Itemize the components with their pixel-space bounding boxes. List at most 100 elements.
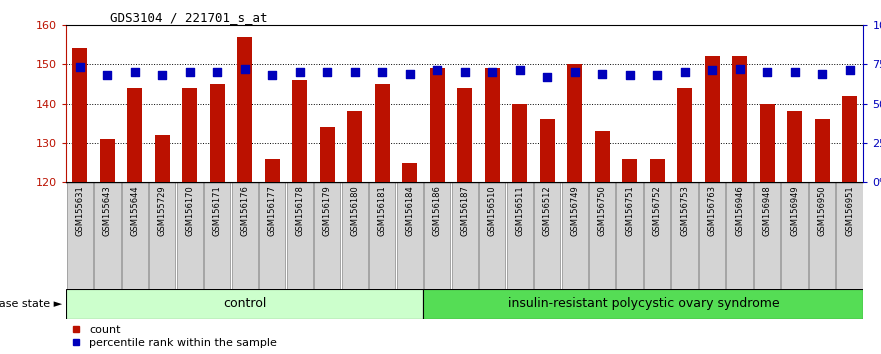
Bar [727,182,753,289]
Bar [815,119,830,182]
Point [650,72,664,78]
Point [842,68,856,73]
Legend: count, percentile rank within the sample: count, percentile rank within the sample [71,325,278,348]
Text: GSM156750: GSM156750 [597,185,607,236]
Bar [403,162,418,182]
Bar [396,182,423,289]
Bar [759,103,774,182]
Text: GSM156176: GSM156176 [241,185,249,236]
Bar [182,88,197,182]
Point [623,72,637,78]
Point [320,69,334,75]
Bar [617,182,643,289]
Point [457,69,471,75]
Text: GSM156749: GSM156749 [570,185,579,236]
Point [265,72,279,78]
Bar [94,182,121,289]
Bar [671,182,698,289]
Bar [732,56,747,182]
Bar [809,182,835,289]
Point [485,69,500,75]
Text: control: control [223,297,266,310]
Bar [534,182,560,289]
Text: GSM156950: GSM156950 [818,185,826,236]
Text: GSM156180: GSM156180 [351,185,359,236]
Point [733,66,747,72]
Bar [567,64,582,182]
Bar [204,182,231,289]
Bar [264,159,280,182]
Bar [540,119,555,182]
Bar [259,182,285,289]
Bar [127,88,143,182]
Text: GSM155644: GSM155644 [130,185,139,236]
Text: GSM156948: GSM156948 [763,185,772,236]
Text: GSM156751: GSM156751 [626,185,634,236]
Bar [836,182,862,289]
Bar [705,56,720,182]
Bar [122,182,148,289]
Point [430,68,444,73]
Bar [292,80,307,182]
Text: GSM156753: GSM156753 [680,185,689,236]
Point [128,69,142,75]
Point [211,69,225,75]
Bar [644,182,670,289]
Point [760,69,774,75]
Bar [100,139,115,182]
Bar [176,182,203,289]
Text: GSM156763: GSM156763 [707,185,716,236]
Text: GSM156186: GSM156186 [433,185,441,236]
Bar [210,84,225,182]
Bar [149,182,175,289]
Point [540,74,554,80]
Bar [452,182,478,289]
Bar [595,131,610,182]
Point [182,69,196,75]
Bar [561,182,588,289]
Bar [232,182,258,289]
Bar [512,103,527,182]
Bar [424,182,450,289]
Bar [66,289,424,319]
Bar [72,48,87,182]
Bar [699,182,725,289]
Point [596,71,610,76]
Text: insulin-resistant polycystic ovary syndrome: insulin-resistant polycystic ovary syndr… [507,297,780,310]
Bar [649,159,665,182]
Point [567,69,581,75]
Bar [457,88,472,182]
Point [403,71,417,76]
Point [155,72,169,78]
Text: GSM156949: GSM156949 [790,185,799,236]
Bar [507,182,533,289]
Bar [485,68,500,182]
Text: GSM156184: GSM156184 [405,185,414,236]
Text: GSM156510: GSM156510 [488,185,497,236]
Text: GSM156171: GSM156171 [213,185,222,236]
Text: GSM156951: GSM156951 [845,185,855,236]
Point [100,72,115,78]
Text: GSM156752: GSM156752 [653,185,662,236]
Text: GSM155729: GSM155729 [158,185,167,236]
Bar [781,182,808,289]
Bar [424,289,863,319]
Bar [787,112,803,182]
Point [513,68,527,73]
Bar [622,159,637,182]
Bar [155,135,170,182]
Point [375,69,389,75]
Text: GSM156946: GSM156946 [735,185,744,236]
Point [348,69,362,75]
Text: GSM156187: GSM156187 [460,185,470,236]
Bar [369,182,396,289]
Text: GSM156179: GSM156179 [322,185,332,236]
Bar [237,36,252,182]
Bar [347,112,362,182]
Text: disease state ►: disease state ► [0,298,62,309]
Bar [479,182,506,289]
Text: GSM155631: GSM155631 [75,185,85,236]
Point [292,69,307,75]
Bar [677,88,692,182]
Point [677,69,692,75]
